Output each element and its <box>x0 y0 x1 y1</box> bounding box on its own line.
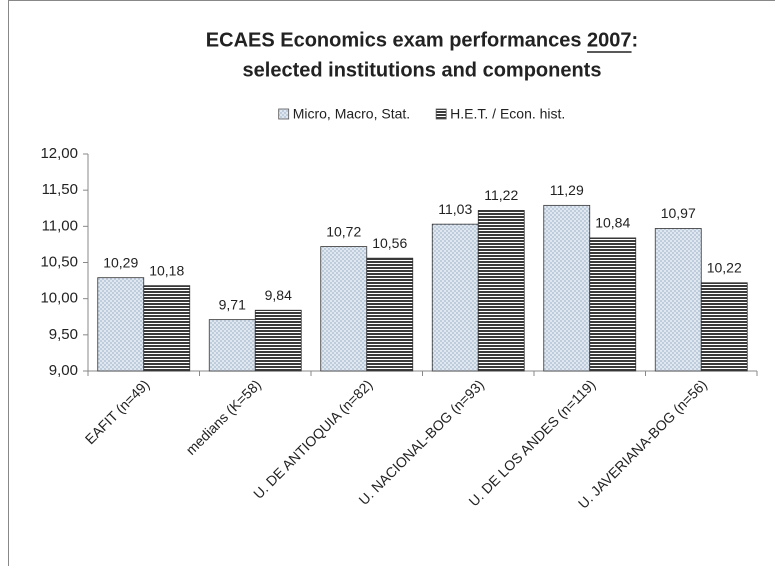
legend-label: Micro, Macro, Stat. <box>293 106 410 122</box>
bar <box>477 210 525 372</box>
y-tick-label: 10,00 <box>40 290 78 307</box>
x-tick-label: medians (K=58) <box>183 376 264 457</box>
value-label: 10,22 <box>707 259 742 275</box>
bar <box>366 257 414 372</box>
chart-title: ECAES Economics exam performances 2007: <box>206 29 638 51</box>
bar <box>208 319 256 372</box>
value-label: 10,72 <box>326 223 361 239</box>
y-tick-label: 9,00 <box>49 362 78 379</box>
legend-swatch <box>435 108 447 120</box>
bar <box>431 223 479 372</box>
value-label: 10,84 <box>595 215 630 231</box>
value-label: 11,03 <box>438 201 472 217</box>
y-tick-label: 11,00 <box>42 217 78 234</box>
x-tick-label: U. NACIONAL-BOG (n=93) <box>355 376 487 508</box>
legend-label: H.E.T. / Econ. hist. <box>450 106 565 122</box>
value-label: 10,56 <box>372 235 407 251</box>
chart-title: selected institutions and components <box>243 59 602 81</box>
y-tick-label: 11,50 <box>42 181 78 198</box>
y-tick-label: 9,50 <box>49 326 78 343</box>
x-tick-label: U. DE LOS ANDES (n=119) <box>465 376 598 509</box>
value-label: 9,71 <box>219 296 246 312</box>
bar <box>320 246 368 372</box>
value-label: 10,29 <box>103 254 138 270</box>
y-tick-label: 12,00 <box>40 145 78 162</box>
value-label: 9,84 <box>265 287 292 303</box>
bar <box>254 309 302 372</box>
x-tick-label: EAFIT (n=49) <box>82 376 153 447</box>
bar <box>589 237 637 372</box>
value-label: 11,29 <box>550 182 584 198</box>
chart-border <box>8 0 775 566</box>
bar <box>700 282 748 372</box>
value-label: 10,97 <box>661 205 696 221</box>
y-tick-label: 10,50 <box>40 253 78 270</box>
value-label: 10,18 <box>149 262 184 278</box>
x-tick-label: U. JAVERIANA-BOG (n=56) <box>575 376 710 511</box>
value-label: 11,22 <box>484 187 518 203</box>
bar <box>654 228 702 372</box>
bar <box>143 285 191 372</box>
bar <box>543 204 591 372</box>
x-tick-label: U. DE ANTIOQUIA (n=82) <box>250 376 375 501</box>
bar <box>97 277 145 372</box>
legend-swatch <box>278 108 290 120</box>
